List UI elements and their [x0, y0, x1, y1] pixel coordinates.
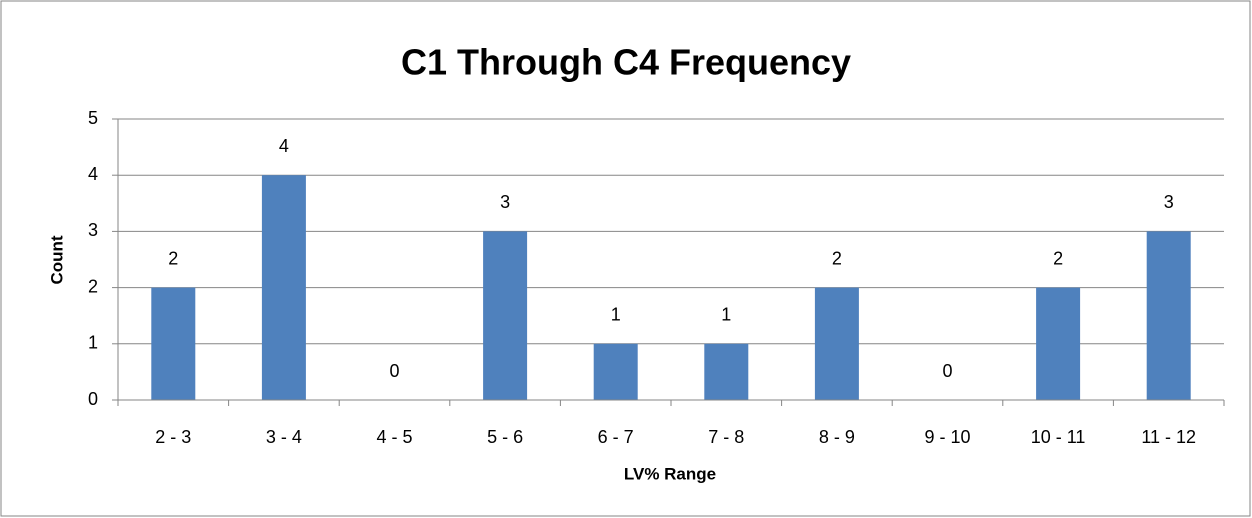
data-label: 3	[1164, 192, 1174, 212]
data-label: 1	[611, 305, 621, 325]
data-label: 4	[279, 136, 289, 156]
data-label: 0	[942, 361, 952, 381]
y-tick-label: 1	[88, 333, 98, 353]
y-tick-label: 3	[88, 220, 98, 240]
data-label: 2	[1053, 248, 1063, 268]
x-tick-label: 3 - 4	[266, 427, 302, 447]
bar	[704, 343, 749, 400]
data-label: 0	[389, 361, 399, 381]
bar	[483, 231, 528, 400]
data-label: 2	[832, 248, 842, 268]
bar	[261, 175, 306, 400]
bar	[1036, 287, 1081, 400]
x-tick-label: 11 - 12	[1141, 427, 1196, 447]
bar	[1146, 231, 1191, 400]
x-tick-label: 5 - 6	[487, 427, 523, 447]
bar	[593, 343, 638, 400]
data-label: 3	[500, 192, 510, 212]
data-label: 1	[721, 305, 731, 325]
x-tick-label: 10 - 11	[1031, 427, 1086, 447]
x-tick-label: 7 - 8	[708, 427, 744, 447]
y-axis-label: Count	[47, 235, 66, 284]
x-tick-label: 6 - 7	[598, 427, 634, 447]
x-tick-label: 4 - 5	[376, 427, 412, 447]
y-tick-label: 5	[88, 108, 98, 128]
y-tick-label: 0	[88, 389, 98, 409]
y-tick-label: 2	[88, 276, 98, 296]
x-tick-label: 9 - 10	[924, 427, 970, 447]
data-label: 2	[168, 248, 178, 268]
x-tick-label: 2 - 3	[155, 427, 191, 447]
y-tick-label: 4	[88, 164, 98, 184]
bar	[151, 287, 196, 400]
chart-title: C1 Through C4 Frequency	[401, 42, 851, 83]
x-tick-label: 8 - 9	[819, 427, 855, 447]
bar	[814, 287, 859, 400]
x-axis-label: LV% Range	[624, 464, 716, 483]
